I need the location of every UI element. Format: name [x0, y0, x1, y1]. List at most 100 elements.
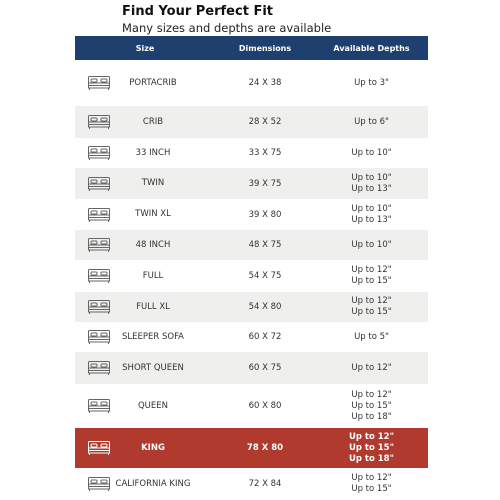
depth: Up to 15"	[351, 276, 392, 286]
dimensions: 60 X 72	[248, 332, 282, 342]
size-cell: QUEEN	[75, 401, 215, 412]
depths-cell: Up to 3"	[315, 78, 428, 89]
bed-icon	[87, 145, 111, 164]
table-row: 33 INCH 33 X 75 Up to 10"	[75, 138, 428, 168]
depths-cell: Up to 6"	[315, 117, 428, 128]
depth: Up to 15"	[351, 307, 392, 317]
depth: Up to 12"	[351, 296, 392, 306]
depth: Up to 18"	[351, 411, 392, 422]
size-label: 48 INCH	[135, 239, 171, 250]
table-row: FULL XL 54 X 80 Up to 12" Up to 15"	[75, 292, 428, 322]
table-row: PORTACRIB 24 X 38 Up to 3"	[75, 60, 428, 106]
dimensions: 54 X 80	[248, 302, 282, 312]
dimensions: 28 X 52	[248, 117, 282, 127]
size-label: FULL	[142, 270, 164, 281]
depth: Up to 10"	[351, 203, 392, 214]
depths-cell: Up to 10"	[315, 240, 428, 251]
depth: Up to 12"	[351, 265, 392, 275]
depths-cell: Up to 10"	[315, 148, 428, 159]
table-row: SLEEPER SOFA 60 X 72 Up to 5"	[75, 322, 428, 352]
bed-icon	[87, 237, 111, 256]
bed-icon	[87, 268, 111, 287]
table-row: TWIN XL 39 X 80 Up to 10" Up to 13"	[75, 199, 428, 230]
table-row: CRIB 28 X 52 Up to 6"	[75, 106, 428, 138]
depths-cell: Up to 5"	[315, 332, 428, 343]
size-label: SHORT QUEEN	[122, 362, 184, 373]
depth: Up to 15"	[348, 442, 395, 453]
depth: Up to 12"	[348, 431, 395, 442]
dimensions: 60 X 80	[248, 401, 282, 411]
table-row: CALIFORNIA KING 72 X 84 Up to 12" Up to 15"	[75, 468, 428, 500]
depth: Up to 10"	[351, 172, 392, 183]
size-cell: FULL XL	[75, 302, 215, 313]
size-label: FULL XL	[136, 301, 170, 312]
size-cell: SHORT QUEEN	[75, 363, 215, 374]
depth: Up to 12"	[351, 362, 392, 373]
dimensions: 24 X 38	[248, 78, 282, 88]
column-header: Dimensions	[238, 43, 292, 53]
table-row: QUEEN 60 X 80 Up to 12" Up to 15" Up to 18"	[75, 384, 428, 428]
dimensions: 39 X 75	[248, 178, 282, 189]
size-cell: FULL	[75, 271, 215, 282]
table: Size Dimensions Available Depths PORTACR…	[75, 36, 428, 500]
depths-cell: Up to 10" Up to 13"	[315, 173, 428, 195]
bed-icon	[87, 329, 111, 348]
size-label: SLEEPER SOFA	[122, 331, 184, 342]
bed-icon	[87, 114, 111, 133]
depth: Up to 10"	[351, 239, 392, 250]
table-header: Size Dimensions Available Depths	[75, 36, 428, 60]
depth: Up to 10"	[351, 147, 392, 158]
bed-icon	[87, 360, 111, 379]
subtitle: Many sizes and depths are available	[122, 21, 332, 35]
dimensions: 39 X 80	[248, 209, 282, 220]
size-cell: TWIN XL	[75, 209, 215, 220]
size-cell: 48 INCH	[75, 240, 215, 251]
bed-icon	[87, 299, 111, 318]
depth: Up to 15"	[351, 400, 392, 411]
dimensions: 54 X 75	[248, 271, 282, 281]
size-label: 33 INCH	[135, 147, 171, 158]
size-cell: PORTACRIB	[75, 78, 215, 89]
depths-cell: Up to 10" Up to 13"	[315, 204, 428, 226]
size-label: PORTACRIB	[129, 77, 177, 88]
size-label: TWIN XL	[135, 209, 171, 219]
depth: Up to 12"	[351, 473, 392, 483]
size-label: KING	[141, 442, 165, 453]
depths-cell: Up to 12"	[315, 363, 428, 374]
dimensions: 33 X 75	[248, 148, 282, 158]
bed-icon	[87, 398, 111, 417]
size-cell: 33 INCH	[75, 148, 215, 159]
depth: Up to 3"	[354, 77, 389, 88]
depths-cell: Up to 12" Up to 15" Up to 18"	[315, 390, 428, 423]
bed-icon	[87, 207, 111, 226]
depth: Up to 13"	[351, 183, 392, 194]
depth: Up to 12"	[351, 389, 392, 400]
depth: Up to 13"	[351, 214, 392, 225]
depths-cell: Up to 12" Up to 15"	[315, 296, 428, 318]
size-label: TWIN	[141, 178, 165, 188]
depths-cell: Up to 12" Up to 15"	[315, 473, 428, 495]
bed-icon	[87, 476, 111, 495]
title: Find Your Perfect Fit	[122, 4, 273, 19]
table-row: TWIN 39 X 75 Up to 10" Up to 13"	[75, 168, 428, 199]
column-header: Size	[135, 43, 155, 53]
size-cell: TWIN	[75, 178, 215, 189]
dimensions: 48 X 75	[248, 240, 282, 250]
bed-icon	[87, 440, 111, 459]
depths-cell: Up to 12" Up to 15" Up to 18"	[315, 432, 428, 465]
depth: Up to 5"	[354, 331, 389, 342]
bed-icon	[87, 75, 111, 94]
size-label: CRIB	[142, 116, 164, 127]
table-row: KING 78 X 80 Up to 12" Up to 15" Up to 18"	[75, 428, 428, 468]
size-cell: KING	[75, 443, 215, 454]
depth: Up to 6"	[354, 116, 389, 127]
column-header: Available Depths	[333, 43, 410, 53]
dimensions: 72 X 84	[248, 479, 282, 489]
depth: Up to 15"	[351, 484, 392, 494]
size-label: QUEEN	[137, 400, 168, 411]
bed-icon	[87, 176, 111, 195]
depths-cell: Up to 12" Up to 15"	[315, 265, 428, 287]
table-row: FULL 54 X 75 Up to 12" Up to 15"	[75, 260, 428, 292]
depth: Up to 18"	[348, 453, 395, 464]
